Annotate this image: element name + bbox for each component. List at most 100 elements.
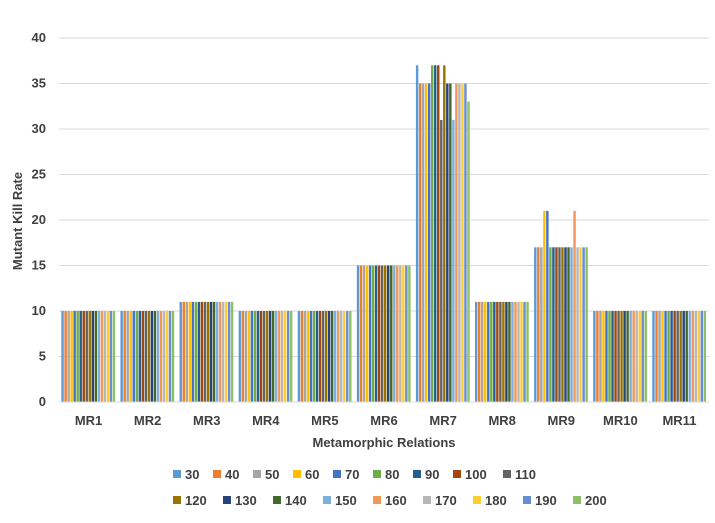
legend-swatch [333, 470, 341, 478]
bar [297, 311, 301, 402]
legend-item: 70 [333, 467, 359, 482]
legend-label: 60 [305, 467, 319, 482]
legend-item: 60 [293, 467, 319, 482]
bar [484, 301, 487, 402]
bar [505, 301, 508, 402]
bars [61, 65, 707, 403]
legend-label: 150 [335, 493, 357, 508]
bar [356, 265, 360, 402]
legend-swatch [413, 470, 421, 478]
legend-swatch [573, 496, 581, 504]
bar [336, 311, 340, 402]
y-axis-title: Mutant Kill Rate [10, 172, 25, 270]
bar [399, 265, 402, 402]
legend-label: 130 [235, 493, 257, 508]
legend-item: 170 [423, 493, 457, 508]
bar [608, 311, 611, 402]
bar [100, 311, 104, 402]
bar [359, 265, 363, 402]
bar [200, 301, 204, 402]
legend-label: 30 [185, 467, 199, 482]
bar [333, 311, 337, 402]
bar [191, 301, 195, 402]
bar [405, 265, 408, 402]
bar [197, 301, 201, 402]
bar [343, 311, 346, 402]
bar [380, 265, 384, 402]
bar [253, 311, 257, 402]
bar [221, 301, 225, 402]
legend-item: 180 [473, 493, 507, 508]
bar [558, 247, 561, 402]
y-tick-label: 35 [32, 76, 46, 91]
legend-swatch [273, 496, 281, 504]
bar [520, 301, 523, 402]
bar [179, 301, 182, 402]
bar [502, 301, 505, 402]
bar [224, 301, 228, 402]
bar [602, 311, 605, 402]
bar [458, 83, 461, 402]
bar [620, 311, 623, 402]
bar [676, 311, 679, 402]
bar [424, 83, 428, 402]
bar [508, 301, 511, 402]
bar [487, 301, 490, 402]
axes: 0 5 10 15 20 25 30 35 40 MR1 MR2 MR3 MR4 MR5 MR6 MR7 MR8… [32, 30, 709, 428]
legend-item: 30 [173, 467, 199, 482]
legend-item: 120 [173, 493, 207, 508]
bar [132, 311, 135, 402]
bar [286, 311, 290, 402]
bar [427, 83, 431, 402]
legend-label: 100 [465, 467, 487, 482]
bar [632, 311, 635, 402]
bar [85, 311, 88, 402]
bar [434, 65, 437, 403]
bar [309, 311, 313, 402]
legend-swatch [323, 496, 331, 504]
bar [384, 265, 387, 402]
bar [567, 247, 570, 402]
y-tick-label: 25 [32, 167, 46, 182]
bar [194, 301, 198, 402]
x-tick-label: MR6 [370, 413, 397, 428]
bar [490, 301, 493, 402]
bar [593, 311, 596, 402]
bar [362, 265, 366, 402]
bar [626, 311, 629, 402]
bar [664, 311, 667, 402]
x-tick-label: MR9 [548, 413, 575, 428]
legend-label: 140 [285, 493, 307, 508]
bar [673, 311, 676, 402]
legend-label: 110 [515, 467, 536, 482]
bar [289, 311, 293, 402]
bar [91, 311, 94, 402]
bar [452, 119, 455, 403]
x-tick-label: MR4 [252, 413, 280, 428]
bar [611, 311, 614, 402]
bar [377, 265, 381, 402]
bar [150, 311, 154, 402]
legend-swatch [173, 496, 181, 504]
bar [670, 311, 673, 402]
legend-label: 40 [225, 467, 239, 482]
bar [238, 311, 242, 402]
x-tick-label: MR2 [134, 413, 161, 428]
bar [418, 83, 422, 402]
legend-item: 140 [273, 493, 307, 508]
bar [185, 301, 189, 402]
bar [368, 265, 372, 402]
bar [691, 311, 694, 402]
bar [203, 301, 207, 402]
bar [300, 311, 304, 402]
bar [679, 311, 682, 402]
bar [697, 311, 700, 402]
bar [88, 311, 91, 402]
bar [138, 311, 141, 402]
x-axis-title: Metamorphic Relations [312, 435, 455, 450]
bar [123, 311, 126, 402]
bar [67, 311, 70, 402]
bar [209, 301, 213, 402]
